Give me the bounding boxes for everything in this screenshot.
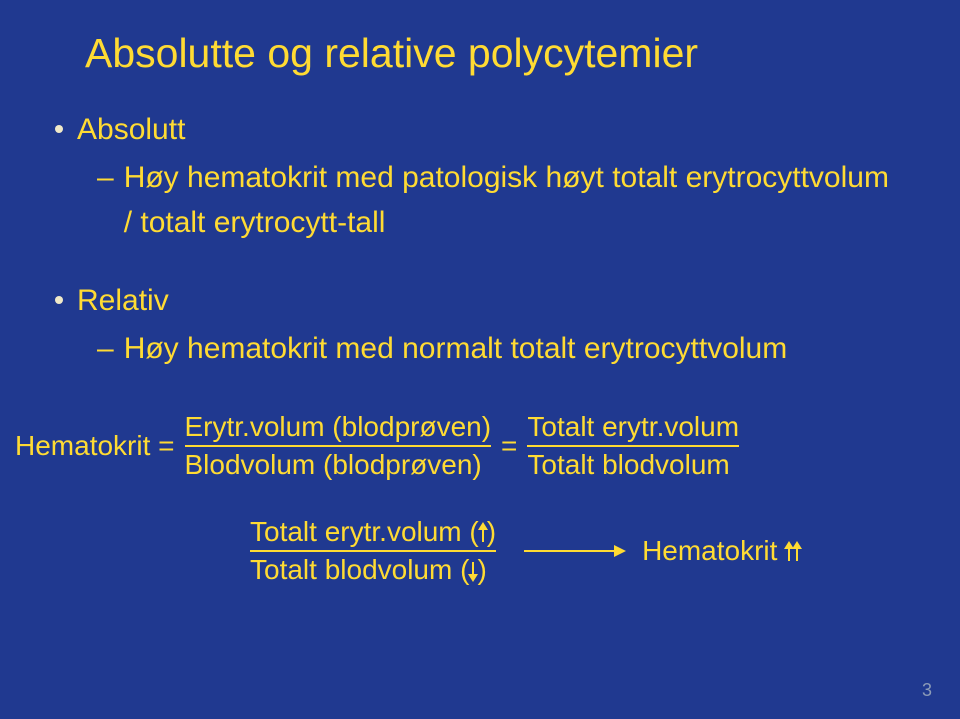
denom-close: ) [477, 554, 486, 585]
arrow-down-icon [472, 562, 474, 580]
numer-close: ) [487, 516, 496, 547]
denominator: Totalt blodvolum [527, 447, 739, 481]
arrow-up-icon [482, 524, 484, 542]
denom-text: Totalt blodvolum ( [250, 554, 469, 585]
bullet-dot-icon [55, 296, 63, 304]
bullet-item: Relativ [55, 278, 905, 323]
equals-sign: = [501, 430, 517, 462]
numerator: Erytr.volum (blodprøven) [185, 411, 492, 447]
slide: Absolutte og relative polycytemier Absol… [0, 0, 960, 719]
rhs-text: Hematokrit [642, 535, 777, 566]
arrow-right-icon [524, 550, 624, 552]
fraction-2: Totalt erytr.volum Totalt blodvolum [527, 411, 739, 481]
page-number: 3 [922, 680, 932, 701]
spacer [55, 248, 905, 278]
denominator: Blodvolum (blodprøven) [185, 447, 492, 481]
formula-lhs: Hematokrit = [15, 430, 175, 462]
formula-row-1: Hematokrit = Erytr.volum (blodprøven) Bl… [15, 411, 905, 481]
sub-item: – Høy hematokrit med patologisk høyt tot… [97, 155, 905, 245]
formula-row-2: Totalt erytr.volum () Totalt blodvolum (… [240, 516, 905, 586]
bullet-dot-icon [55, 125, 63, 133]
sub-item: – Høy hematokrit med normalt totalt eryt… [97, 326, 905, 371]
fraction-1: Erytr.volum (blodprøven) Blodvolum (blod… [185, 411, 492, 481]
numer-text: Totalt erytr.volum ( [250, 516, 479, 547]
sub-item-text: Høy hematokrit med normalt totalt erytro… [124, 326, 788, 371]
numerator: Totalt erytr.volum [527, 411, 739, 447]
dash-icon: – [97, 326, 114, 371]
slide-title: Absolutte og relative polycytemier [85, 30, 905, 77]
bullet-label: Absolutt [77, 107, 185, 152]
dash-icon: – [97, 155, 114, 200]
denominator: Totalt blodvolum () [250, 552, 496, 586]
arrow-up-icon [788, 543, 790, 561]
bullet-item: Absolutt [55, 107, 905, 152]
arrow-up-icon [796, 543, 798, 561]
formula-rhs: Hematokrit [642, 535, 801, 567]
numerator: Totalt erytr.volum () [250, 516, 496, 552]
fraction-3: Totalt erytr.volum () Totalt blodvolum (… [250, 516, 496, 586]
sub-item-text: Høy hematokrit med patologisk høyt total… [124, 155, 905, 245]
bullet-label: Relativ [77, 278, 169, 323]
bullet-list: Absolutt – Høy hematokrit med patologisk… [55, 107, 905, 371]
